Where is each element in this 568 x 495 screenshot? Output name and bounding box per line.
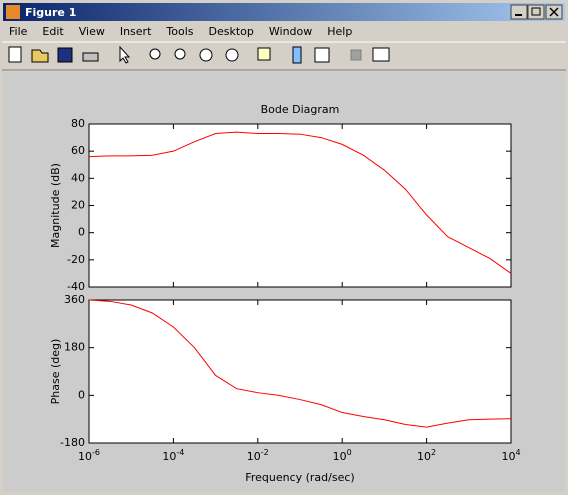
show-tools-icon[interactable] <box>372 47 390 62</box>
open-icon[interactable] <box>31 49 49 63</box>
menu-bar: File Edit View Insert Tools Desktop Window Help <box>9 25 352 38</box>
chart-title: Bode Diagram <box>261 103 340 116</box>
y-tick-label: 20 <box>71 199 85 212</box>
x-tick-label: 10-6 <box>78 448 100 464</box>
menu-item[interactable]: Help <box>327 25 352 38</box>
maximize-button[interactable] <box>527 4 545 20</box>
y-tick-label: 180 <box>64 341 85 354</box>
close-glyph <box>549 7 559 17</box>
data-line <box>88 131 512 274</box>
x-axis-label: Frequency (rad/sec) <box>245 471 354 484</box>
window-title: Figure 1 <box>25 6 76 19</box>
y-tick-label: -180 <box>60 436 85 449</box>
x-tick-label: 102 <box>417 448 436 464</box>
zoom-in-icon[interactable] <box>149 48 161 60</box>
y-tick-label: 360 <box>64 293 85 306</box>
y-axis-label: Magnitude (dB) <box>49 163 62 248</box>
toolbar <box>8 45 390 64</box>
x-tick-label: 104 <box>501 448 520 464</box>
menu-item[interactable]: Edit <box>42 25 64 38</box>
save-icon[interactable] <box>57 47 73 63</box>
pan-icon[interactable] <box>199 48 213 62</box>
y-tick-label: 0 <box>78 388 85 401</box>
y-tick-label: 0 <box>78 226 85 239</box>
menu-item[interactable]: Window <box>269 25 312 38</box>
menu-item[interactable]: View <box>79 25 105 38</box>
menu-item[interactable]: Tools <box>165 25 193 38</box>
colorbar-icon[interactable] <box>292 46 302 64</box>
plot-area <box>88 123 512 288</box>
new-icon[interactable] <box>8 46 22 63</box>
x-tick-label: 100 <box>333 448 352 464</box>
x-tick-label: 10-4 <box>162 448 184 464</box>
hide-tools-icon[interactable] <box>350 49 362 61</box>
y-tick-label: 60 <box>71 144 85 157</box>
app-icon <box>6 5 20 19</box>
minimize-button[interactable] <box>510 4 528 20</box>
y-tick-label: -40 <box>67 280 85 293</box>
y-tick-label: 40 <box>71 171 85 184</box>
zoom-out-icon[interactable] <box>174 48 186 60</box>
maximize-glyph <box>531 7 541 16</box>
menu-item[interactable]: File <box>9 25 28 38</box>
datacursor-icon[interactable] <box>257 47 271 61</box>
data-line <box>88 299 512 428</box>
x-tick-label: 10-2 <box>247 448 269 464</box>
window-buttons[interactable] <box>510 4 563 20</box>
menu-item[interactable]: Insert <box>120 25 152 38</box>
menu-item[interactable]: Desktop <box>209 25 254 38</box>
title-bar <box>3 3 565 21</box>
y-tick-label: 80 <box>71 117 85 130</box>
plots: Bode Diagram Magnitude (dB) -40 -20 0 20 40 60 8… <box>49 103 521 484</box>
print-icon[interactable] <box>82 52 99 62</box>
plot-area <box>88 299 512 444</box>
legend-icon[interactable] <box>314 47 330 63</box>
y-tick-label: -20 <box>67 253 85 266</box>
pointer-icon[interactable] <box>119 45 131 64</box>
rotate-icon[interactable] <box>225 48 239 62</box>
y-axis-label: Phase (deg) <box>49 339 62 405</box>
